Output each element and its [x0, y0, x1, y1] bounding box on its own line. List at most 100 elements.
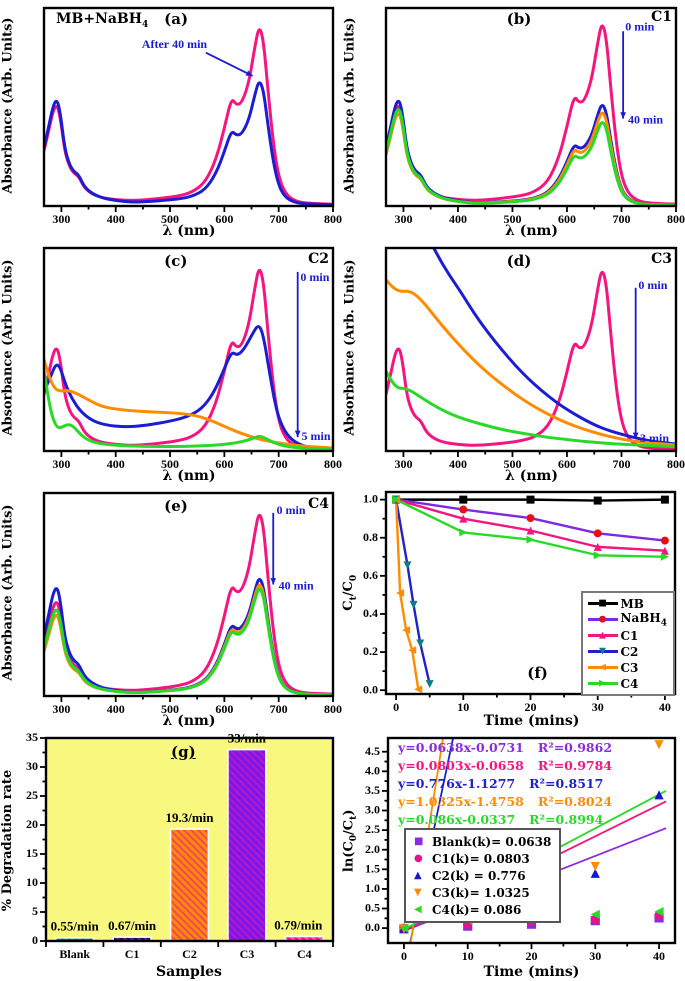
fit-equation: y=0.776x-1.1277 R²=0.8517	[398, 776, 612, 791]
panel-letter: (e)	[164, 497, 188, 515]
r-squared-text: R²=0.8024	[537, 794, 613, 809]
x-axis-label: λ (nm)	[162, 223, 216, 239]
panel-a: Absorbance (Arb. Units) λ (nm) (a) MB+Na…	[0, 0, 342, 240]
legend-label: C1	[620, 628, 639, 643]
panel-b: Absorbance (Arb. Units) λ (nm) (b) C1	[342, 0, 685, 240]
legend-label: C2(k) = 0.776	[432, 868, 526, 883]
fit-equation: y=0.0803x-0.0658 R²=0.9784	[398, 758, 612, 773]
legend-h: ■ Blank(k)= 0.0638 ● C1(k)= 0.0803 ▲ C2(k) = …	[404, 828, 562, 923]
y-axis-label: Absorbance (Arb. Units)	[0, 259, 16, 436]
panel-letter: (a)	[164, 10, 189, 28]
legend-item: ▼ C3(k)= 1.0325	[414, 885, 551, 900]
legend-line-sample: ▶	[587, 678, 618, 688]
x-axis-label: λ (nm)	[505, 468, 558, 484]
y-axis-label: Ct/C0	[342, 485, 360, 700]
equation-text: y=0.776x-1.1277	[398, 776, 516, 791]
r-squared-text: R²=0.9862	[537, 740, 613, 755]
legend-item: ◀ C4(k)= 0.086	[414, 902, 551, 917]
fit-equation: y=1.0325x-1.4758 R²=0.8024	[398, 794, 612, 809]
spectra-canvas-a	[0, 0, 342, 240]
y-axis-label: Absorbance (Arb. Units)	[0, 0, 18, 210]
legend-item: ▲ C2(k) = 0.776	[414, 868, 551, 883]
panel-c: Absorbance (Arb. Units) λ (nm) (c) C2	[0, 240, 342, 485]
spectra-canvas-b	[342, 0, 685, 240]
legend-marker-icon: ■	[598, 598, 607, 608]
legend-marker-icon: ▼	[414, 886, 422, 898]
legend-line-sample: ▲	[587, 630, 618, 640]
legend-line-sample: ●	[587, 614, 618, 624]
panel-e: Absorbance (Arb. Units) λ (nm) (e) C4	[0, 485, 342, 730]
legend-item: ● C1(k)= 0.0803	[414, 851, 551, 866]
legend-line-sample: ■	[587, 598, 618, 608]
r-squared-text: R²=0.8994	[529, 812, 604, 827]
legend-label: C3	[620, 660, 639, 675]
legend-label-sub: 4	[660, 618, 667, 629]
fit-equation: y=0.0638x-0.0731 R²=0.9862	[398, 740, 612, 755]
panel-f: Ct/C0 Time (mins) (f) ■ MB ● NaBH4 ▲ C1 ▼ C2 ◀ C3…	[342, 485, 685, 730]
legend-item: ▶ C4	[587, 676, 668, 691]
legend-marker-icon: ▲	[414, 869, 422, 881]
x-axis-label: Samples	[156, 964, 222, 980]
panel-h: ln(C0/Ct) Time (mins) y=0.0638x-0.0731 R²…	[342, 730, 685, 981]
panel-d: Absorbance (Arb. Units) λ (nm) (d) C3	[342, 240, 685, 485]
y-axis-label: ln(C0/Ct)	[342, 730, 360, 951]
panel-letter: (b)	[506, 10, 532, 28]
legend-line-sample: ◀	[587, 662, 618, 672]
x-axis-label: λ (nm)	[162, 468, 216, 484]
legend-label: C3(k)= 1.0325	[432, 885, 530, 900]
panel-letter: (g)	[171, 743, 196, 761]
sample-label: C1	[651, 9, 672, 25]
fit-equations: y=0.0638x-0.0731 R²=0.9862 y=0.0803x-0.065…	[398, 740, 612, 827]
legend-label: C2	[620, 644, 639, 659]
legend-marker-icon: ◀	[414, 903, 422, 915]
legend-marker-icon: ●	[414, 852, 423, 864]
x-axis-label: Time (mins)	[483, 964, 580, 980]
legend-item: ▲ C1	[587, 628, 668, 643]
sample-label: C3	[651, 251, 672, 267]
y-axis-label: Absorbance (Arb. Units)	[342, 16, 358, 194]
panel-g: % Degradation rate Samples (g)	[0, 730, 342, 981]
panel-letter: (c)	[164, 252, 188, 270]
legend-marker-icon: ●	[598, 614, 607, 624]
legend-marker-icon: ▼	[599, 646, 606, 656]
legend-label: C4(k)= 0.086	[432, 902, 522, 917]
legend-label: C1(k)= 0.0803	[432, 851, 530, 866]
bar-canvas	[0, 730, 342, 981]
legend-marker-icon: ▲	[599, 630, 606, 640]
legend-line-sample: ▼	[587, 646, 618, 656]
x-axis-label: λ (nm)	[162, 713, 216, 729]
y-axis-label-text: Absorbance (Arb. Units)	[0, 16, 16, 194]
legend-item: ◀ C3	[587, 660, 668, 675]
y-axis-label: Absorbance (Arb. Units)	[0, 504, 16, 681]
legend-label: Blank(k)= 0.0638	[432, 834, 552, 849]
legend-marker-icon: ■	[414, 835, 424, 847]
y-axis-label: % Degradation rate	[0, 769, 16, 912]
y-axis-label: Absorbance (Arb. Units)	[342, 259, 358, 436]
legend-marker-icon: ◀	[599, 662, 606, 672]
equation-text: y=0.0803x-0.0658	[398, 758, 524, 773]
sample-label: MB+NaBH4	[56, 11, 149, 30]
legend-label: C4	[620, 676, 639, 691]
x-axis-label: λ (nm)	[505, 223, 558, 239]
ln-c0-ct-label: ln(C0/Ct)	[342, 809, 359, 872]
spectra-canvas-e	[0, 485, 342, 730]
panel-letter: (d)	[506, 252, 532, 270]
x-axis-label: Time (mins)	[483, 713, 580, 729]
spectra-canvas-d	[342, 240, 685, 485]
legend-item: ● NaBH4	[587, 611, 667, 629]
sample-label: C4	[308, 496, 329, 512]
legend-marker-icon: ▶	[599, 678, 606, 688]
r-squared-text: R²=0.9784	[537, 758, 613, 773]
r-squared-text: R²=0.8517	[529, 776, 604, 791]
ct-c0-label: Ct/C0	[342, 574, 359, 611]
equation-text: y=1.0325x-1.4758	[398, 794, 524, 809]
legend-item: ▼ C2	[587, 644, 668, 659]
legend-item: ■ Blank(k)= 0.0638	[414, 834, 551, 849]
sample-label: C2	[308, 251, 329, 267]
legend-label: MB	[620, 596, 644, 611]
legend-item: ■ MB	[587, 596, 668, 611]
fit-equation: y=0.086x-0.0337 R²=0.8994	[398, 812, 612, 827]
equation-text: y=0.0638x-0.0731	[398, 740, 524, 755]
spectra-canvas-c	[0, 240, 342, 485]
